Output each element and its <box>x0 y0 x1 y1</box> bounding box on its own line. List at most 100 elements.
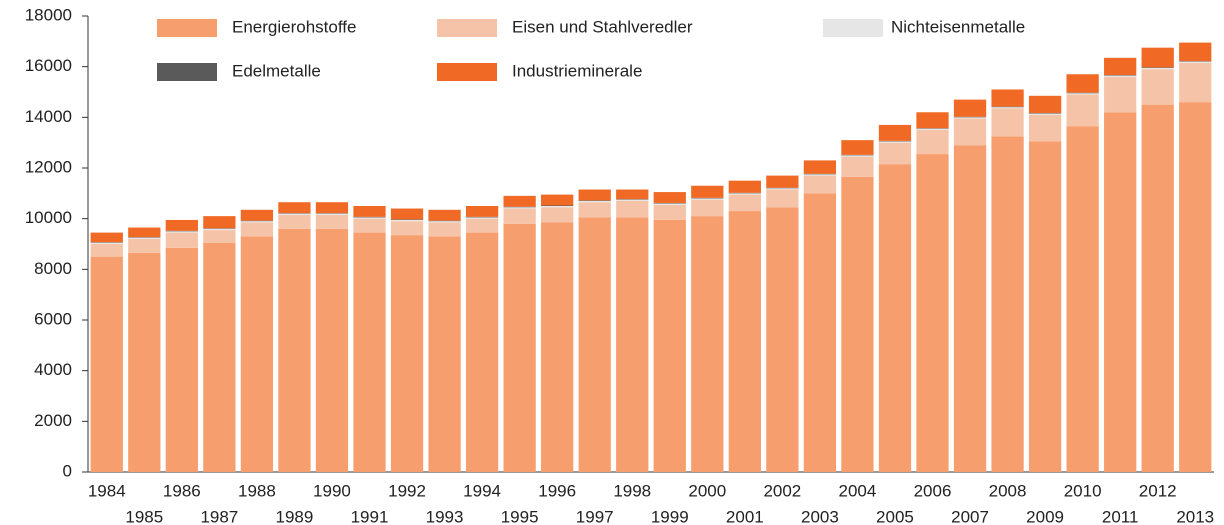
y-tick-label: 16000 <box>25 56 72 75</box>
bar-segment <box>691 199 724 217</box>
legend-swatch <box>157 19 217 37</box>
bar-segment <box>1141 69 1174 105</box>
bar-segment <box>1179 42 1212 62</box>
bar-segment <box>203 228 236 231</box>
x-tick-label: 1999 <box>651 507 689 525</box>
y-tick-label: 4000 <box>34 360 72 379</box>
bar-segment <box>991 108 1024 137</box>
bar-segment <box>691 185 724 198</box>
bar-segment <box>165 219 198 231</box>
bar-segment <box>1104 75 1137 76</box>
bar-segment <box>991 107 1024 109</box>
bar-segment <box>503 195 536 207</box>
bar-segment <box>315 214 349 229</box>
x-tick-label: 2000 <box>688 481 726 500</box>
bar-segment <box>916 154 949 473</box>
bar-segment <box>353 206 386 217</box>
bar-segment <box>916 128 949 129</box>
bar-segment <box>653 203 686 205</box>
legend-label: Energierohstoffe <box>232 17 356 36</box>
bar-segment <box>841 155 874 157</box>
bar-segment <box>878 164 912 472</box>
x-tick-label: 2006 <box>914 481 952 500</box>
bar-segment <box>541 206 574 208</box>
bar-segment <box>616 199 649 201</box>
x-tick-label: 1990 <box>313 481 351 500</box>
bar-segment <box>653 204 686 220</box>
bar-segment <box>240 236 274 472</box>
bar-segment <box>803 175 837 194</box>
y-tick-label: 0 <box>63 461 72 480</box>
bar-segment <box>1104 76 1137 113</box>
bar-segment <box>653 192 686 203</box>
bar-segment <box>240 221 274 223</box>
bar-segment <box>315 213 349 215</box>
bar-segment <box>766 207 799 472</box>
bar-segment <box>503 223 536 472</box>
bar-segment <box>353 232 386 472</box>
bar-segment <box>878 124 912 141</box>
bar-segment <box>90 256 123 472</box>
x-tick-label: 2003 <box>801 507 839 525</box>
bar-segment <box>578 217 611 472</box>
bar-segment <box>541 207 574 223</box>
bar-segment <box>128 238 161 253</box>
x-tick-label: 1997 <box>576 507 614 525</box>
bar-segment <box>878 141 912 143</box>
bar-segment <box>240 222 274 237</box>
bar-segment <box>841 154 874 156</box>
x-tick-label: 1995 <box>501 507 539 525</box>
x-tick-label: 2004 <box>839 481 877 500</box>
bar-segment <box>691 216 724 472</box>
bar-segment <box>1179 62 1212 103</box>
bar-segment <box>766 188 799 190</box>
bar-segment <box>541 194 574 206</box>
bar-segment <box>353 218 386 233</box>
y-tick-label: 6000 <box>34 309 72 328</box>
bar-segment <box>90 242 123 243</box>
bar-segment <box>1179 61 1212 62</box>
bar-segment <box>878 142 912 165</box>
bar-segment <box>691 198 724 200</box>
bar-segment <box>766 189 799 208</box>
bar-segment <box>465 218 499 233</box>
bar-segment <box>465 217 499 219</box>
x-tick-label: 2007 <box>951 507 989 525</box>
bar-segment <box>728 180 761 193</box>
legend-label: Industrieminerale <box>512 61 642 80</box>
bar-segment <box>315 213 349 214</box>
bar-segment <box>465 232 499 472</box>
bar-segment <box>240 209 274 221</box>
bar-segment <box>390 221 424 236</box>
bar-segment <box>1066 93 1099 95</box>
bar-segment <box>878 140 912 142</box>
bar-segment <box>203 216 236 229</box>
bar-segment <box>578 200 611 203</box>
x-tick-label: 1994 <box>463 481 501 500</box>
x-tick-label: 2011 <box>1102 507 1139 525</box>
x-tick-label: 2009 <box>1026 507 1064 525</box>
bar-segment <box>991 106 1024 108</box>
bar-segment <box>278 214 311 229</box>
x-tick-label: 2002 <box>763 481 801 500</box>
bar-segment <box>991 136 1024 473</box>
bar-segment <box>916 112 949 129</box>
bar-segment <box>428 221 461 223</box>
bar-segment <box>578 202 611 218</box>
y-tick-label: 12000 <box>25 157 72 176</box>
bar-segment <box>428 220 461 222</box>
bar-segment <box>128 237 161 238</box>
legend-swatch <box>823 19 883 37</box>
bar-segment <box>278 228 311 472</box>
bar-segment <box>1141 47 1174 68</box>
bar-segment <box>1179 102 1212 472</box>
bar-segment <box>1028 114 1062 142</box>
bar-segment <box>541 222 574 472</box>
bar-segment <box>578 200 611 201</box>
bar-segment <box>278 213 311 214</box>
bar-segment <box>916 128 949 130</box>
bar-segment <box>616 189 649 200</box>
bar-segment <box>128 227 161 238</box>
bar-segment <box>428 236 461 472</box>
legend-label: Nichteisenmetalle <box>891 17 1025 36</box>
